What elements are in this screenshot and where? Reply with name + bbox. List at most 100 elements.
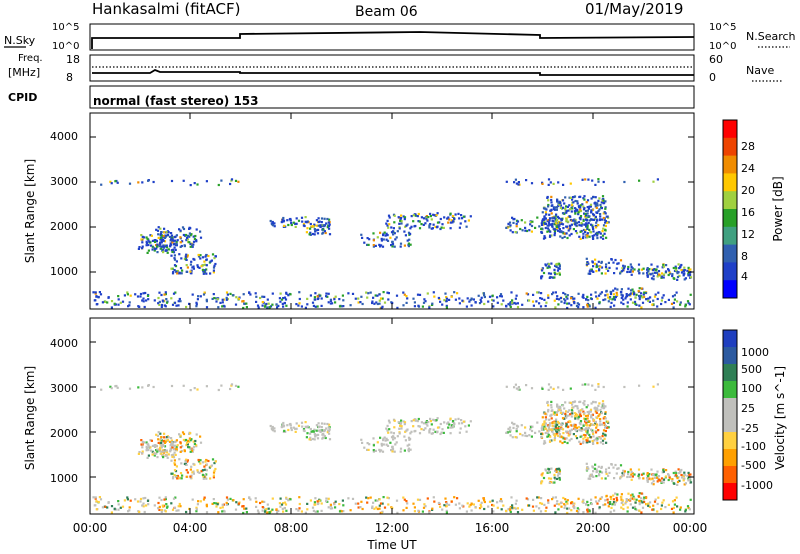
power-echo-cell (445, 304, 448, 307)
velocity-echo-cell (586, 508, 589, 511)
power-echo-cell (351, 292, 355, 295)
power-echo-cell (468, 300, 471, 303)
velocity-echo-cell (585, 419, 588, 422)
power-echo-cell (554, 291, 557, 294)
velocity-echo-cell (621, 472, 624, 475)
power-echo-cell (255, 300, 258, 303)
velocity-echo-cell (572, 502, 575, 505)
velocity-echo-cell (614, 501, 617, 504)
velocity-echo-cell (543, 503, 546, 506)
velocity-echo-cell (596, 437, 599, 440)
power-echo-cell (488, 295, 492, 298)
power-echo-cell (393, 214, 396, 217)
power-echo-cell (676, 275, 680, 279)
power-echo-cell (157, 296, 160, 300)
velocity-ytick-4000: 4000 (50, 337, 78, 350)
power-echo-cell (582, 197, 585, 200)
power-echo-cell (190, 260, 193, 263)
velocity-echo-cell (374, 449, 377, 452)
velocity-echo-cell (325, 427, 328, 430)
power-echo-cell (543, 235, 546, 238)
power-echo-cell (185, 264, 188, 267)
velocity-echo-cell (325, 497, 328, 500)
power-echo-cell (588, 305, 591, 308)
velocity-echo-cell (241, 505, 244, 508)
velocity-echo-cell (170, 439, 174, 442)
velocity-echo-cell (576, 407, 579, 410)
velocity-echo-cell (164, 440, 167, 443)
power-echo-cell (626, 294, 629, 297)
velocity-echo-cell (646, 480, 649, 483)
velocity-echo-cell (211, 458, 215, 461)
power-echo-cell (312, 304, 315, 307)
power-echo-cell (597, 224, 600, 227)
power-echo-cell (645, 298, 648, 301)
velocity-echo-cell (574, 428, 577, 431)
power-echo-cell (393, 245, 396, 248)
velocity-ytick-1000: 1000 (50, 472, 78, 485)
velocity-echo-cell (627, 473, 630, 476)
velocity-echo-cell (431, 508, 434, 511)
velocity-echo-cell (679, 506, 682, 509)
power-echo-cell (283, 224, 286, 227)
power-echo-cell (409, 232, 412, 235)
velocity-echo-cell (366, 448, 369, 451)
velocity-echo-cell (638, 503, 641, 506)
power-echo-cell (141, 247, 144, 250)
power-echo-cell (405, 295, 408, 298)
velocity-echo-cell (608, 471, 611, 474)
velocity-echo-cell (680, 476, 684, 479)
velocity-echo-cell (620, 506, 623, 509)
power-echo-cell (97, 295, 100, 299)
power-echo-cell (550, 198, 553, 202)
velocity-echo-cell (646, 472, 649, 475)
velocity-echo-cell (582, 437, 585, 440)
velocity-echo-cell (602, 402, 605, 406)
power-echo-cell (267, 302, 270, 305)
power-echo-cell (157, 233, 160, 236)
velocity-echo-cell (598, 423, 601, 427)
power-echo-cell (192, 243, 195, 246)
power-echo-cell (320, 221, 323, 224)
power-echo-cell (515, 294, 518, 297)
power-echo-cell (406, 297, 409, 300)
velocity-echo-cell (318, 499, 321, 502)
velocity-echo-cell (492, 504, 495, 507)
velocity-echo-cell (181, 445, 184, 448)
power-echo-cell (386, 239, 390, 242)
power-echo-cell (511, 301, 514, 304)
cpid-panel-frame (89, 85, 695, 109)
power-echo-cell (405, 301, 408, 304)
freq-panel-frame (89, 54, 695, 82)
power-echo-cell (568, 224, 571, 227)
velocity-echo-cell (369, 496, 372, 499)
velocity-echo-cell (317, 433, 320, 436)
power-echo-cell (602, 224, 606, 227)
velocity-echo-cell (202, 477, 205, 480)
velocity-echo-cell (405, 500, 408, 503)
power-echo-cell (207, 254, 210, 258)
power-echo-cell (478, 302, 482, 305)
power-echo-cell (555, 225, 558, 228)
velocity-echo-cell (289, 422, 292, 426)
power-echo-cell (417, 304, 420, 307)
velocity-echo-cell (387, 503, 390, 506)
velocity-echo-cell (158, 496, 161, 499)
power-echo-cell (616, 288, 619, 291)
power-echo-cell (586, 234, 589, 237)
velocity-echo-cell (556, 467, 559, 471)
velocity-echo-cell (314, 497, 317, 500)
power-echo-cell (586, 199, 590, 202)
velocity-echo-cell (577, 508, 581, 511)
power-echo-cell (144, 291, 147, 295)
velocity-echo-cell (580, 427, 583, 430)
power-echo-cell (604, 207, 607, 210)
power-echo-cell (642, 293, 645, 296)
power-echo-cell (432, 223, 435, 226)
velocity-echo-cell (651, 477, 654, 480)
velocity-echo-cell (680, 468, 683, 472)
power-echo-cell (563, 212, 566, 215)
power-echo-cell (566, 302, 569, 305)
power-echo-cell (447, 221, 450, 224)
velocity-echo-cell (269, 424, 272, 428)
